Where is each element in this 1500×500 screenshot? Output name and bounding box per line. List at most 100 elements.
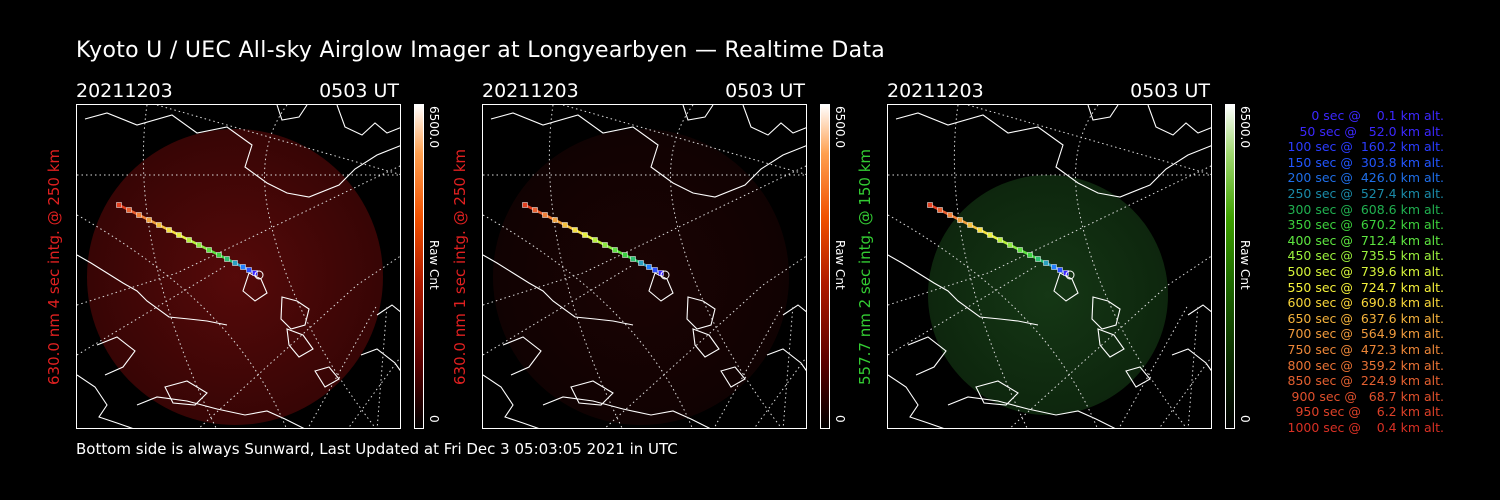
legend-row: 650 sec @ 637.6 km alt. — [1283, 310, 1445, 326]
legend-row: 300 sec @ 608.6 km alt. — [1283, 201, 1445, 217]
trajectory-point — [116, 202, 122, 208]
allsky-map — [482, 104, 807, 429]
panel-ylabel: 630.0 nm 1 sec intg. @ 250 km — [451, 148, 469, 385]
coastline — [742, 105, 806, 136]
legend-row: 50 sec @ 52.0 km alt. — [1291, 123, 1444, 139]
trajectory-point — [1057, 267, 1063, 273]
latitude-arc — [142, 105, 217, 428]
airglow-disk — [87, 129, 383, 425]
trajectory-point — [532, 207, 538, 213]
panel-1: 20211203 0503 UT 630.0 nm 4 sec intg. @ … — [45, 80, 496, 440]
meridian-line — [888, 165, 1211, 306]
meridian-line — [562, 105, 806, 175]
panel-date: 20211203 — [76, 80, 173, 102]
coastline — [975, 380, 1019, 406]
coastline — [682, 105, 714, 121]
colorbar-min: 0 — [427, 415, 441, 423]
coastline — [483, 374, 539, 428]
colorbar-min: 0 — [1238, 415, 1252, 423]
latitude-arc — [77, 214, 287, 428]
trajectory-point — [582, 232, 588, 238]
station-marker — [660, 270, 670, 280]
colorbar — [820, 104, 830, 429]
legend-row: 1000 sec @ 0.4 km alt. — [1287, 419, 1444, 435]
coastline — [692, 328, 720, 358]
colorbar-unit: Raw Cnt — [1238, 240, 1252, 290]
trajectory-point — [166, 227, 172, 233]
meridian-line — [782, 304, 794, 428]
panel-3: 20211203 0503 UT 557.7 nm 2 sec intg. @ … — [856, 80, 1307, 440]
coastline — [336, 105, 400, 136]
coastline — [766, 348, 806, 372]
panel-time: 0503 UT — [725, 80, 805, 102]
coastline — [286, 328, 314, 358]
legend-row: 450 sec @ 735.5 km alt. — [1283, 248, 1445, 264]
allsky-map — [887, 104, 1212, 429]
trajectory-point — [612, 247, 618, 253]
meridian-line — [753, 356, 806, 428]
colorbar-unit: Raw Cnt — [427, 240, 441, 290]
trajectory-point — [937, 207, 943, 213]
coastline — [376, 304, 400, 316]
trajectory-point — [927, 202, 933, 208]
coastline — [1091, 296, 1121, 330]
legend-row: 150 sec @ 303.8 km alt. — [1283, 154, 1445, 170]
meridian-line — [1158, 356, 1211, 428]
legend-row: 400 sec @ 712.4 km alt. — [1283, 232, 1445, 248]
panel-ylabel: 630.0 nm 4 sec intg. @ 250 km — [45, 148, 63, 385]
footer-note: Bottom side is always Sunward, Last Upda… — [76, 440, 678, 458]
trajectory-point — [967, 222, 973, 228]
panel-time: 0503 UT — [319, 80, 399, 102]
meridian-line — [483, 165, 806, 306]
coastline — [895, 112, 1211, 198]
meridian-line — [307, 304, 378, 428]
trajectory-legend: 0 sec @ 0.1 km alt. 50 sec @ 52.0 km alt… — [1262, 108, 1445, 435]
colorbar — [414, 104, 424, 429]
meridian-line — [347, 356, 400, 428]
coastline — [686, 296, 716, 330]
coastline — [1087, 105, 1119, 121]
trajectory-point — [136, 212, 142, 218]
legend-row: 350 sec @ 670.2 km alt. — [1283, 217, 1445, 233]
coastline — [888, 254, 1039, 326]
colorbar-min: 0 — [833, 415, 847, 423]
trajectory-point — [232, 260, 238, 266]
trajectory-point — [572, 227, 578, 233]
latitude-arc — [670, 105, 783, 428]
coastline — [77, 254, 228, 326]
trajectory-point — [176, 232, 182, 238]
coastline — [570, 380, 614, 406]
meridian-line — [1187, 304, 1199, 428]
meridian-line — [156, 105, 400, 175]
coastline — [1187, 304, 1211, 316]
trajectory-point — [562, 222, 568, 228]
meridian-line — [77, 165, 400, 306]
panel-time: 0503 UT — [1130, 80, 1210, 102]
colorbar-max: 6500.0 — [1238, 106, 1252, 148]
trajectory-point — [206, 247, 212, 253]
trajectory-point — [126, 207, 132, 213]
trajectory-point — [1051, 264, 1057, 270]
trajectory-point — [246, 267, 252, 273]
trajectory-point — [1017, 247, 1023, 253]
trajectory-point — [196, 242, 202, 248]
colorbar-unit: Raw Cnt — [833, 240, 847, 290]
coastline — [1147, 105, 1211, 136]
coastline — [1125, 366, 1151, 388]
coastline — [502, 336, 542, 376]
coastline — [888, 374, 944, 428]
coastline — [782, 304, 806, 316]
trajectory-point — [1035, 256, 1041, 262]
latitude-arc — [548, 105, 623, 428]
trajectory-point — [1007, 242, 1013, 248]
trajectory-point — [1027, 252, 1033, 258]
trajectory-point — [652, 267, 658, 273]
coastline — [490, 112, 806, 198]
latitude-arc — [1075, 105, 1188, 428]
trajectory-point — [630, 256, 636, 262]
coastline — [1097, 328, 1125, 358]
meridian-line — [713, 304, 784, 428]
trajectory-point — [156, 222, 162, 228]
coastline — [648, 272, 674, 302]
trajectory-point — [146, 217, 152, 223]
